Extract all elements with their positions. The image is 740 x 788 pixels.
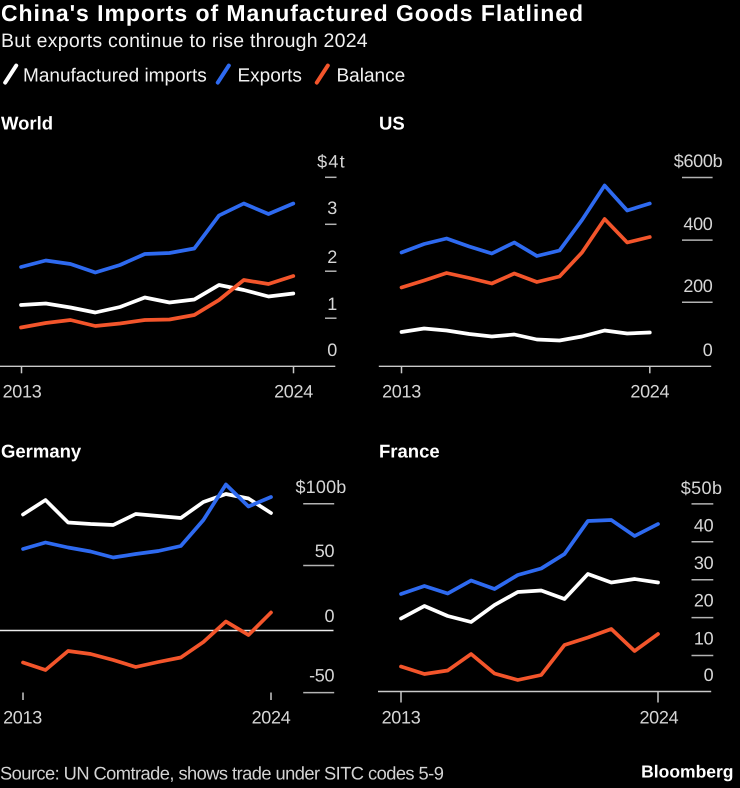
svg-text:2013: 2013 — [3, 708, 42, 728]
svg-text:200: 200 — [683, 276, 712, 296]
svg-text:0: 0 — [327, 340, 337, 360]
svg-text:Balance: Balance — [337, 66, 406, 87]
svg-text:40: 40 — [694, 516, 714, 536]
svg-text:Exports: Exports — [238, 66, 302, 87]
svg-text:US: US — [379, 113, 405, 134]
svg-text:$600b: $600b — [674, 151, 723, 171]
svg-text:3: 3 — [327, 198, 337, 218]
svg-text:0: 0 — [703, 340, 713, 360]
svg-text:France: France — [379, 441, 440, 462]
svg-text:Manufactured imports: Manufactured imports — [23, 66, 207, 87]
svg-text:$50b: $50b — [681, 478, 723, 498]
svg-text:But exports continue to rise t: But exports continue to rise through 202… — [1, 30, 368, 52]
svg-text:20: 20 — [694, 591, 714, 611]
svg-text:World: World — [1, 113, 53, 134]
svg-text:0: 0 — [324, 606, 334, 626]
svg-text:China's Imports of Manufacture: China's Imports of Manufactured Goods Fl… — [1, 0, 584, 26]
svg-text:10: 10 — [694, 629, 714, 649]
svg-text:2024: 2024 — [630, 382, 669, 402]
svg-text:Source: UN Comtrade, shows tra: Source: UN Comtrade, shows trade under S… — [0, 762, 444, 783]
svg-text:$4t: $4t — [317, 152, 346, 172]
svg-text:2013: 2013 — [3, 382, 42, 402]
svg-text:2013: 2013 — [382, 708, 421, 728]
svg-text:-50: -50 — [309, 665, 334, 685]
svg-text:400: 400 — [683, 214, 712, 234]
svg-text:2024: 2024 — [252, 708, 291, 728]
svg-text:2024: 2024 — [639, 708, 678, 728]
svg-text:2: 2 — [327, 247, 337, 267]
svg-text:50: 50 — [315, 541, 335, 561]
svg-text:2024: 2024 — [274, 382, 313, 402]
svg-text:0: 0 — [704, 665, 714, 685]
svg-text:1: 1 — [327, 294, 337, 314]
svg-text:2013: 2013 — [382, 382, 421, 402]
svg-text:Bloomberg: Bloomberg — [641, 762, 733, 782]
svg-text:$100b: $100b — [295, 477, 346, 497]
svg-text:30: 30 — [694, 553, 714, 573]
svg-text:Germany: Germany — [1, 441, 82, 462]
